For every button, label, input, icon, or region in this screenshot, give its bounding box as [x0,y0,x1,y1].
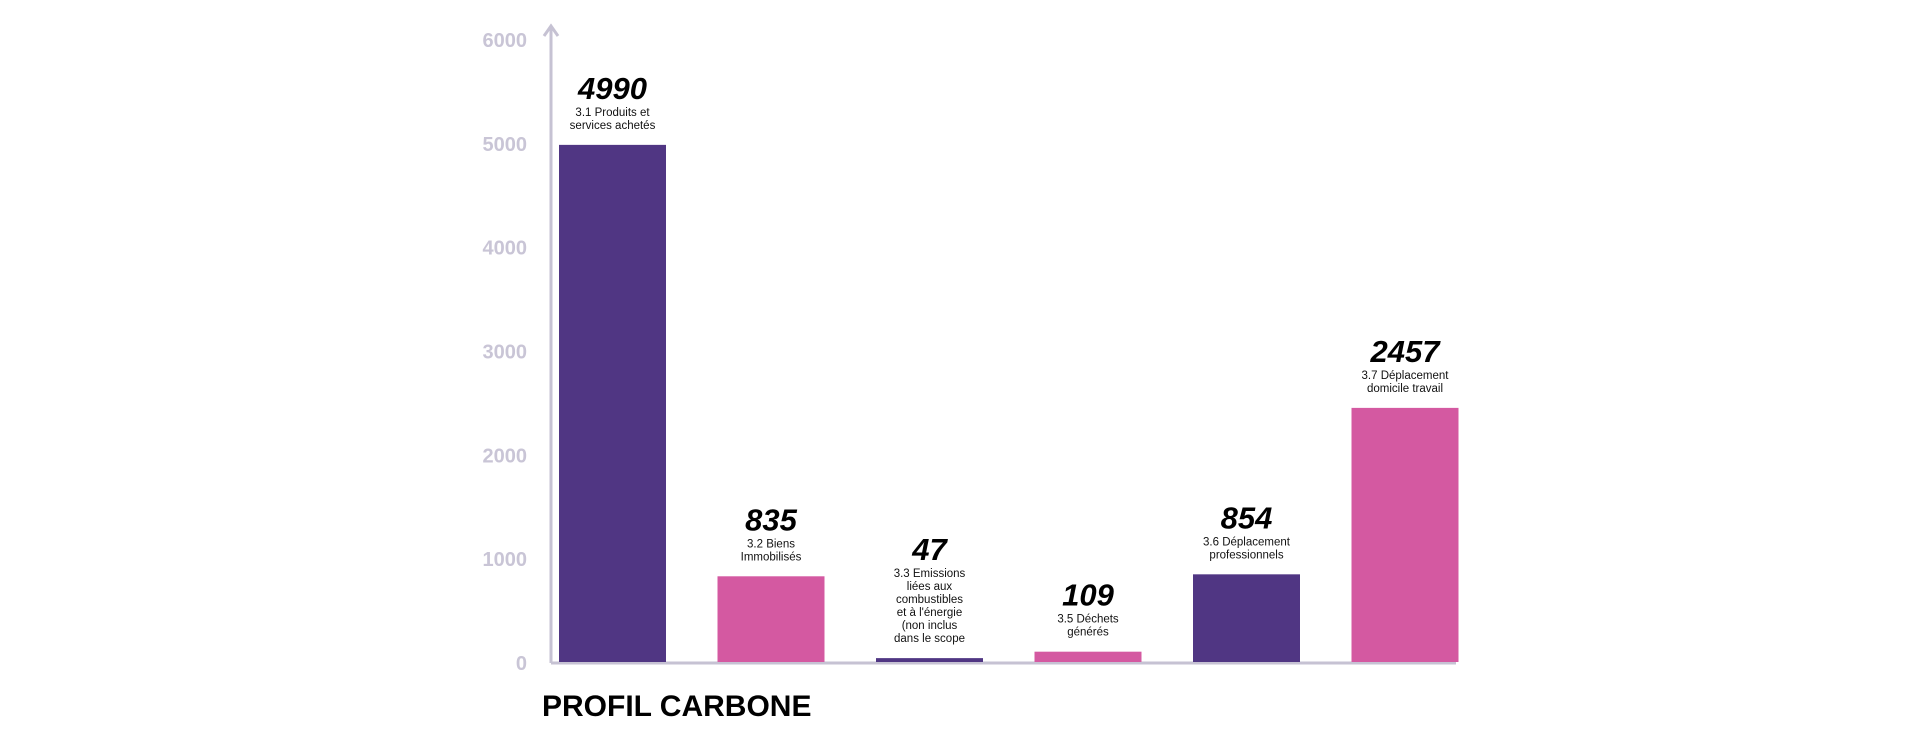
chart-title: PROFIL CARBONE [542,690,811,723]
y-tick-label: 2000 [483,445,528,467]
y-axis-ticks: 0 1000 2000 3000 4000 5000 6000 [483,30,528,675]
chart-axes [542,23,1456,665]
y-tick-label: 5000 [483,134,528,156]
bar-category-label-line: et à l'énergie [897,607,963,619]
bar-category-label-line: Immobilisés [741,551,802,563]
bar-category-label-line: combustibles [896,594,963,606]
bar-category-label-line: 3.5 Déchets [1057,614,1119,626]
bar-value-label: 47 [911,532,948,567]
bar-category-label-line: 3.3 Emissions [894,568,966,580]
bar-category-label: 3.3 Emissions liées aux combustibles et à l… [894,568,966,645]
bar [876,658,983,662]
bar-category-label-line: liées aux [907,581,953,593]
bar-category-label-line: services achetés [570,120,656,132]
bar [559,144,666,662]
y-tick-label: 4000 [483,238,528,260]
bar-category-label: 3.6 Déplacement professionnels [1203,536,1291,561]
bar-value-label: 109 [1062,578,1114,613]
bar-category-label-line: 3.6 Déplacement [1203,536,1291,548]
bar-category-label-line: générés [1067,627,1109,639]
bar-category-label: 3.5 Déchets générés [1057,614,1119,639]
bar [717,576,825,662]
bar-category-label-line: professionnels [1209,549,1283,561]
bar-category-label-line: 3.2 Biens [747,538,795,550]
bar-category-label-line: (non inclus [902,620,958,632]
bar-value-label: 2457 [1370,334,1442,369]
bars [559,144,1459,662]
bar-value-label: 835 [745,502,797,537]
bar-category-label-line: dans le scope [894,633,965,645]
bar-value-label: 4990 [577,71,647,106]
y-tick-label: 6000 [483,30,528,52]
bar-category-label-line: domicile travail [1367,383,1443,395]
bar [1193,574,1300,662]
bar-category-label-line: 3.1 Produits et [575,107,650,119]
bar-value-label: 854 [1221,500,1273,535]
bar [1034,651,1142,662]
bar-category-label: 3.2 Biens Immobilisés [741,538,802,563]
y-tick-label: 3000 [483,342,528,364]
y-tick-label: 1000 [483,549,528,571]
bar-category-label: 3.7 Déplacement domicile travail [1362,370,1450,395]
y-axis-arrow [542,23,560,37]
bar [1351,407,1459,662]
y-tick-label: 0 [516,653,527,675]
bar-category-label-line: 3.7 Déplacement [1362,370,1450,382]
bar-category-label: 3.1 Produits et services achetés [570,107,656,132]
